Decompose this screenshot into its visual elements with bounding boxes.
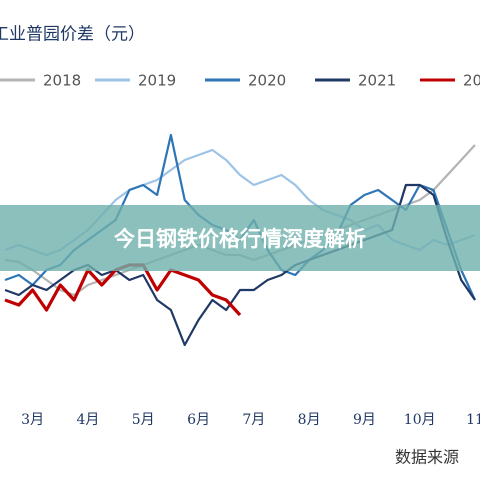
x-tick-label: 8月 <box>298 412 321 428</box>
legend-label: 2018 <box>43 72 81 90</box>
banner-text: 今日钢铁价格行情深度解析 <box>114 227 366 251</box>
x-tick-label: 3月 <box>21 412 44 428</box>
legend-label: 2021 <box>358 72 396 90</box>
legend-label: 2019 <box>138 72 176 90</box>
chart-title: 工业普园价差（元） <box>0 25 145 45</box>
x-tick-label: 9月 <box>353 412 376 428</box>
source: 数据来源 <box>395 448 459 467</box>
x-tick-label: 5月 <box>132 412 155 428</box>
banner-band <box>0 205 480 271</box>
legend-label: 2022 <box>463 72 480 90</box>
x-tick-label: 11 <box>466 412 480 428</box>
legend-label: 2020 <box>248 72 286 90</box>
x-tick-label: 4月 <box>76 412 99 428</box>
plot-area: 3月 4月 5月 6月 7月 8月 9月 10月 11 2018 2019 2020 2021 2022 <box>0 72 480 428</box>
x-tick-label: 10月 <box>404 412 436 428</box>
x-tick-label: 7月 <box>242 412 265 428</box>
x-tick-label: 6月 <box>187 412 210 428</box>
